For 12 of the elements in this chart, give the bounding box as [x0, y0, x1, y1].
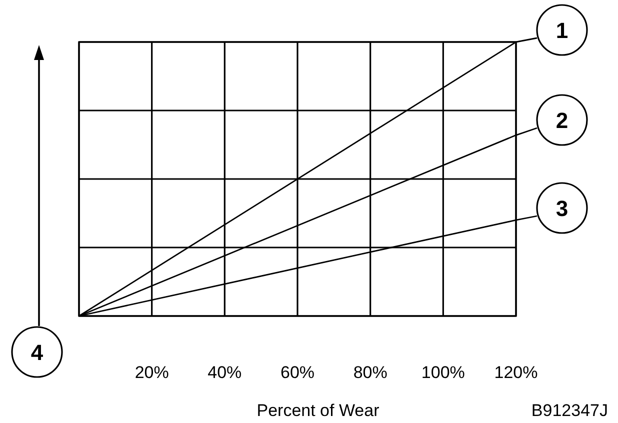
x-tick-label: 120% — [494, 363, 538, 382]
legend-label: 1 — [556, 18, 568, 43]
x-tick-label: 60% — [280, 363, 315, 382]
legend-label: 3 — [556, 196, 568, 221]
x-tick-label: 20% — [134, 363, 169, 382]
x-tick-label: 80% — [353, 363, 388, 382]
legend-label: 2 — [556, 108, 568, 133]
x-tick-label: 100% — [421, 363, 465, 382]
text: 4 — [30, 340, 44, 365]
x-axis-title: Percent of Wear — [256, 401, 380, 420]
x-tick-label: 40% — [208, 363, 242, 382]
text: B912347J — [531, 401, 608, 420]
